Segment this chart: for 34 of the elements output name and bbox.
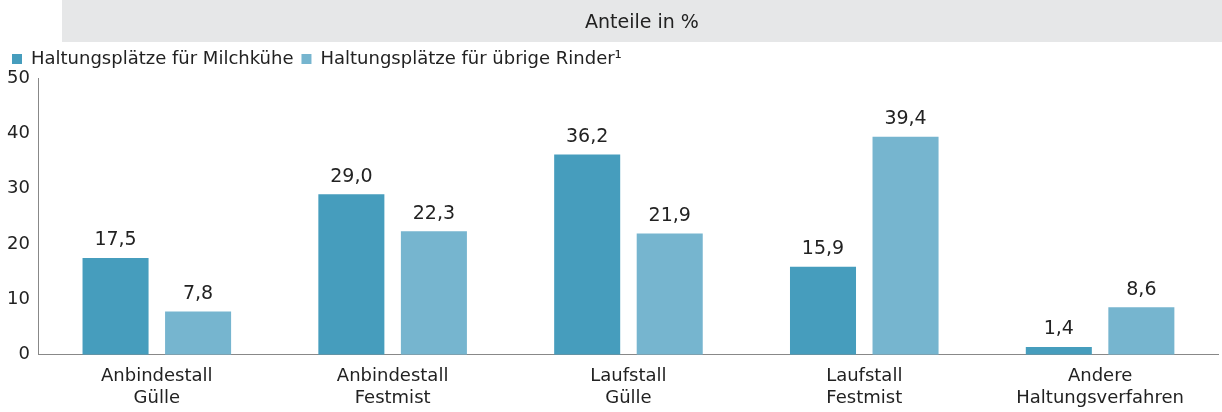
data-label: 22,3 xyxy=(412,200,456,223)
data-label: 15,9 xyxy=(801,236,845,259)
x-tick-label: Laufstall Festmist xyxy=(826,364,903,407)
bar xyxy=(165,311,232,355)
bar xyxy=(400,231,467,355)
bar xyxy=(872,136,939,355)
y-tick-label: 30 xyxy=(7,176,30,198)
y-tick-label: 20 xyxy=(7,231,30,253)
data-label: 17,5 xyxy=(94,227,137,250)
bar xyxy=(789,266,857,355)
x-tick-label: Anbindestall Festmist xyxy=(336,364,449,407)
y-tick-label: 10 xyxy=(7,287,30,309)
data-label: 21,9 xyxy=(648,203,691,225)
data-label: 36,2 xyxy=(566,123,609,146)
y-tick-label: 40 xyxy=(7,121,30,143)
data-label: 39,4 xyxy=(884,106,927,129)
data-label: 7,8 xyxy=(182,281,214,304)
bar xyxy=(318,194,385,355)
x-tick-label: Anbindestall Gülle xyxy=(101,364,213,407)
data-label: 8,6 xyxy=(1126,276,1157,299)
legend-label: Haltungsplätze für Milchkühe xyxy=(31,46,294,68)
bar xyxy=(1025,347,1092,355)
data-label: 29,0 xyxy=(330,163,373,186)
chart-title: Anteile in % xyxy=(62,0,1222,42)
bar xyxy=(636,233,703,355)
x-tick-label: Andere Haltungsverfahren xyxy=(1016,364,1184,407)
y-tick-label: 50 xyxy=(7,65,30,87)
y-tick-label: 0 xyxy=(18,342,30,364)
bar xyxy=(554,154,621,355)
x-tick-label: Laufstall Gülle xyxy=(590,364,667,407)
data-label: 1,4 xyxy=(1043,316,1074,339)
legend-label: Haltungsplätze für übrige Rinder¹ xyxy=(320,46,622,68)
bar xyxy=(82,257,149,355)
bar xyxy=(1108,307,1175,355)
